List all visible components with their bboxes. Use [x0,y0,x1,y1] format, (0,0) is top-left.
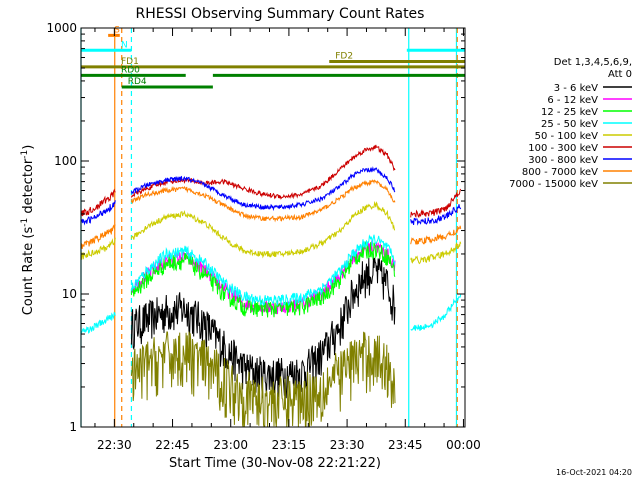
legend-label-50-100-kev: 50 - 100 keV [535,131,599,142]
series-line-post-50-100-kev [410,241,462,265]
legend-label-300-800-kev: 300 - 800 keV [528,155,598,166]
x-tick-label-22-45: 22:45 [155,438,190,452]
axes: 1000 100 10 1 22:30 22:45 23:00 23:15 23:30 23:45… [46,21,480,452]
legend-label-100-300-kev: 100 - 300 keV [528,143,598,154]
series-line-pre-300-800-kev [80,200,116,226]
series-line-50-100-kev [130,200,396,259]
flag-label-s: S [114,25,120,35]
series-line-100-300-kev [130,144,396,200]
y-tick-label-1: 1 [69,420,77,434]
legend-label-7000-15000-kev: 7000 - 15000 keV [509,179,598,190]
legend-label-12-25-kev: 12 - 25 keV [541,107,598,118]
y-axis-label: Count Rate (s-1 detector-1) [20,145,36,316]
series-line-pre-100-300-kev [80,188,116,217]
chart-title: RHESSI Observing Summary Count Rates [136,6,425,22]
legend-label-3-6-kev: 3 - 6 keV [554,83,598,94]
series-line-post-25-50-kev [410,294,462,332]
x-axis-label: Start Time (30-Nov-08 22:21:22) [169,456,381,471]
x-tick-label-23-15: 23:15 [272,438,307,452]
legend-header-1: Det 1,3,4,5,6,9, [554,57,632,68]
data-lines [80,28,462,428]
series-line-pre-800-7000-kev [80,224,116,250]
series-line-800-7000-kev [130,179,396,223]
x-tick-label-23-00: 23:00 [213,438,248,452]
flag-label-fd1: FD1 [121,57,139,67]
flag-label-n: N [121,40,128,50]
x-tick-label-23-45: 23:45 [388,438,423,452]
series-line-12-25-kev [130,241,396,318]
date-stamp: 16-Oct-2021 04:20 [556,468,632,477]
series-line-post-100-300-kev [410,188,462,219]
series-line-pre-25-50-kev [80,311,116,334]
flag-label-rd0: RD0 [121,65,140,75]
y-tick-label-10: 10 [62,287,77,301]
x-tick-label-00-00: 00:00 [446,438,481,452]
series-line-25-50-kev [130,234,396,306]
legend-label-25-50-kev: 25 - 50 keV [541,119,598,130]
series-line-post-800-7000-kev [410,225,462,245]
flag-label-fd2: FD2 [335,51,353,61]
legend-header-2: Att 0 [608,69,632,80]
legend-label-6-12-kev: 6 - 12 keV [547,95,598,106]
legend-label-800-7000-kev: 800 - 7000 keV [522,167,598,178]
x-tick-label-22-30: 22:30 [97,438,132,452]
flag-bars: SN FD1 FD2 RD0 RD4 [81,25,465,89]
y-tick-label-100: 100 [54,154,77,168]
plot-frame [80,27,466,428]
series-line-300-800-kev [130,166,396,212]
flag-label-rd4: RD4 [128,77,147,87]
series-line-post-300-800-kev [410,204,462,226]
series-line-pre-50-100-kev [80,237,116,260]
series-line-7000-15000-kev [130,331,396,428]
y-tick-label-1000: 1000 [46,21,77,35]
series-line-3-6-kev [130,254,396,399]
x-tick-label-23-30: 23:30 [330,438,365,452]
